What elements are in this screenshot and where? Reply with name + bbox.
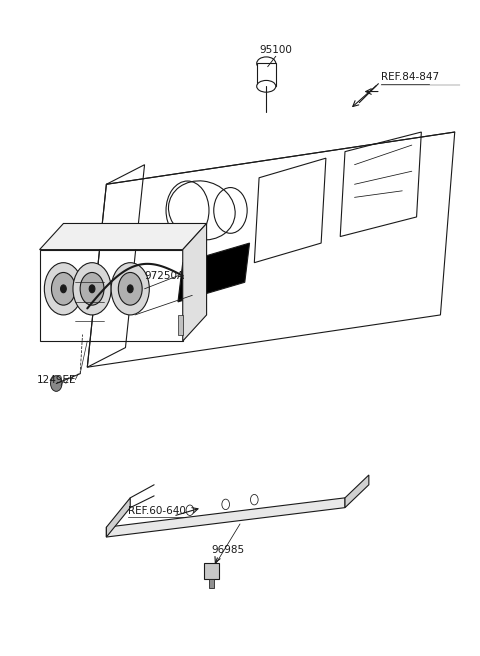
Text: 1249EE: 1249EE: [37, 375, 77, 385]
Polygon shape: [107, 498, 130, 537]
Polygon shape: [183, 224, 206, 341]
Polygon shape: [178, 243, 250, 302]
Polygon shape: [39, 224, 206, 250]
FancyBboxPatch shape: [204, 563, 218, 579]
Text: 96985: 96985: [211, 545, 244, 555]
Polygon shape: [107, 498, 345, 537]
Polygon shape: [209, 579, 214, 588]
Text: 95100: 95100: [259, 45, 292, 55]
Circle shape: [89, 285, 95, 293]
Circle shape: [73, 262, 111, 315]
FancyBboxPatch shape: [178, 315, 183, 335]
Circle shape: [127, 285, 133, 293]
Circle shape: [111, 262, 149, 315]
Circle shape: [60, 285, 66, 293]
Circle shape: [50, 376, 62, 392]
Text: 97250A: 97250A: [144, 271, 185, 281]
Circle shape: [51, 272, 75, 305]
Ellipse shape: [257, 81, 276, 92]
Text: REF.60-640: REF.60-640: [128, 506, 186, 516]
FancyBboxPatch shape: [257, 64, 276, 87]
Circle shape: [251, 495, 258, 505]
Polygon shape: [345, 475, 369, 508]
Circle shape: [186, 505, 194, 516]
Circle shape: [118, 272, 142, 305]
Circle shape: [80, 272, 104, 305]
Text: REF.84-847: REF.84-847: [381, 72, 439, 83]
Circle shape: [44, 262, 83, 315]
Ellipse shape: [257, 57, 276, 70]
Circle shape: [222, 499, 229, 510]
